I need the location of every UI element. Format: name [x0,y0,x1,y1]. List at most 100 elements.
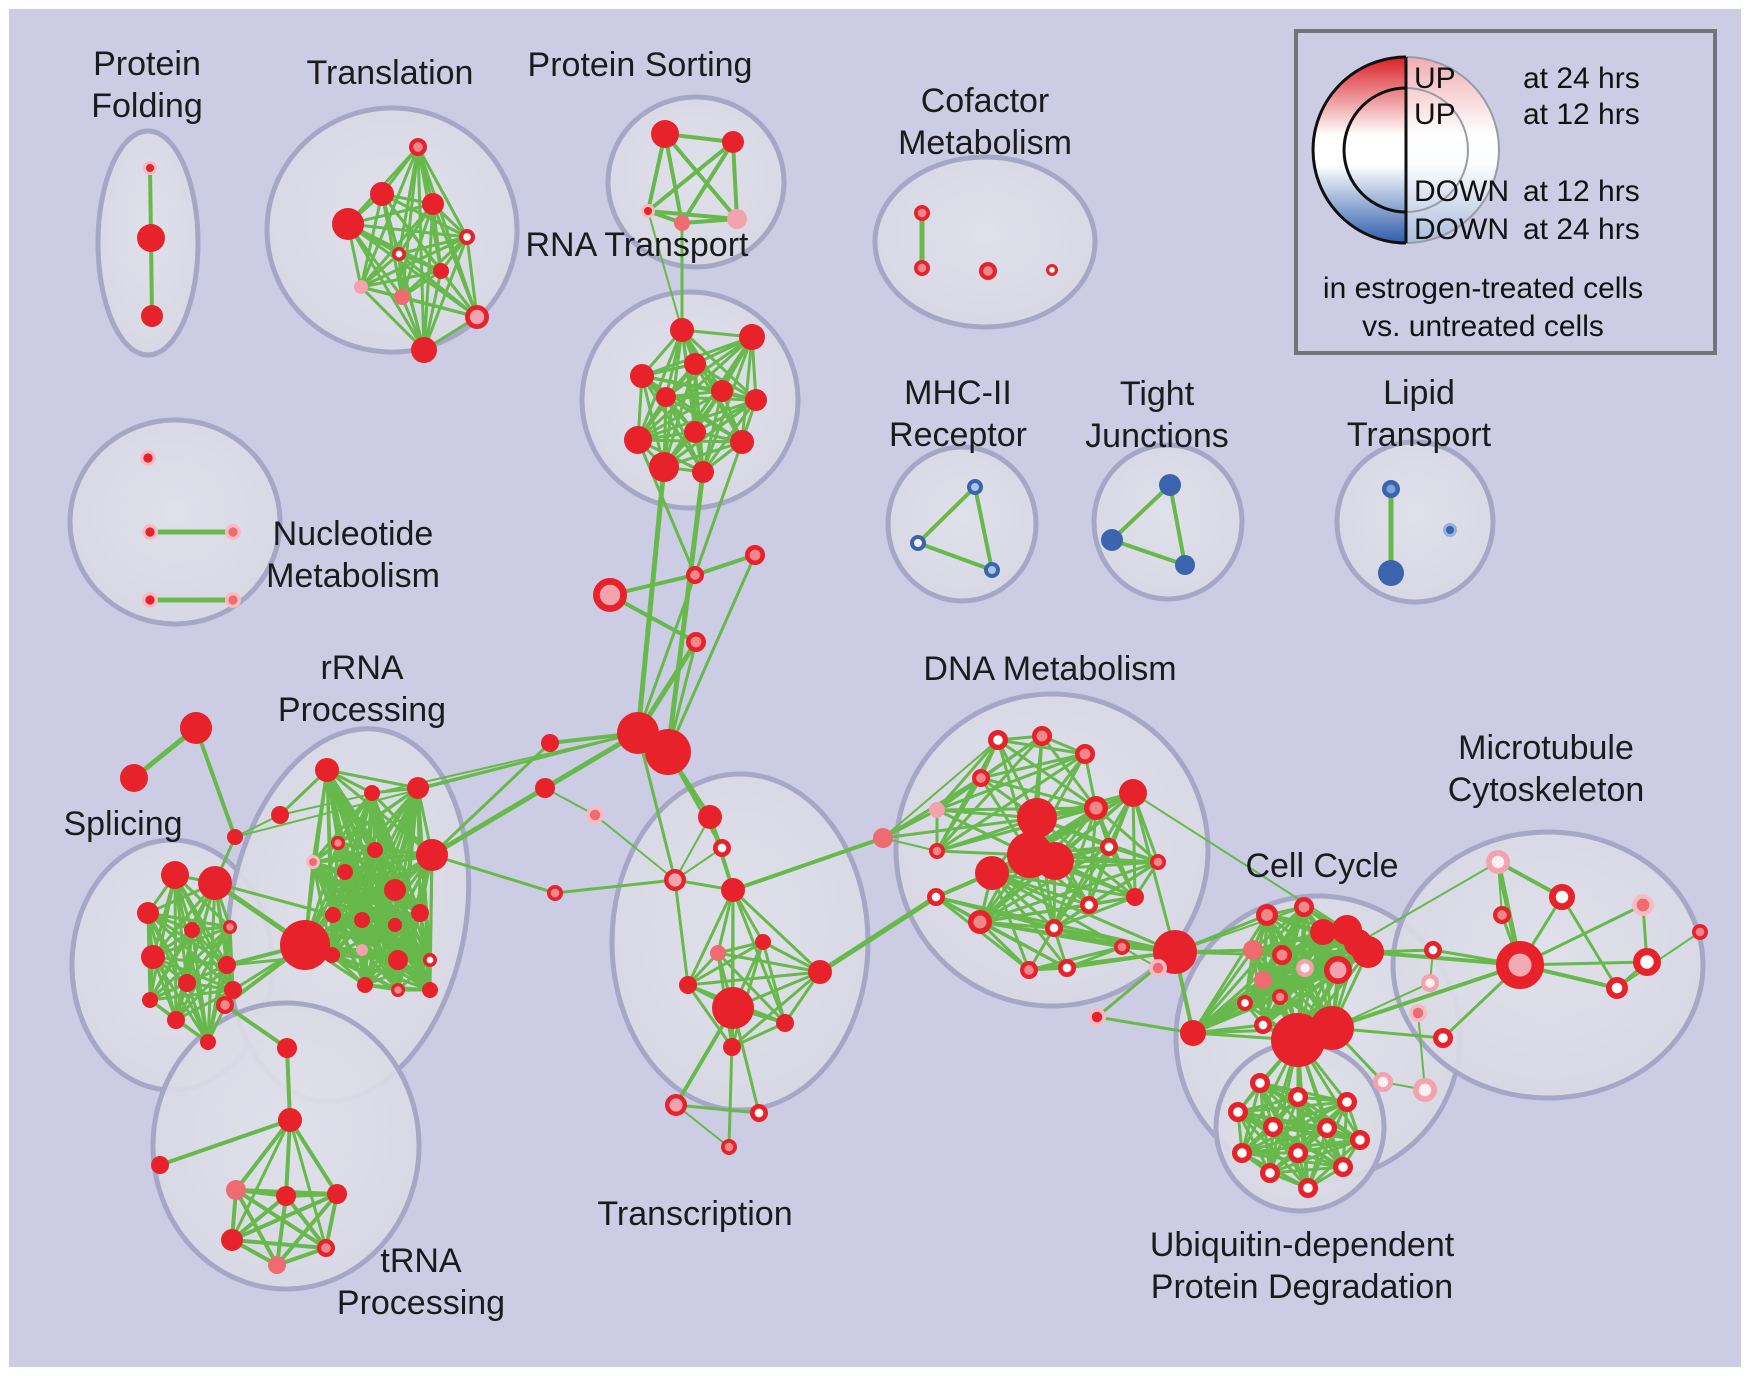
node-tn3 [151,1156,169,1174]
node-ub7 [1349,1129,1370,1150]
edge [158,1118,292,1167]
edge [422,269,443,352]
edge [430,786,547,857]
edge [151,955,235,992]
node-tr8 [354,280,368,294]
node-tr3 [332,208,364,240]
edge [730,970,822,1049]
node-mc10 [1421,973,1440,992]
node-dn24 [1020,961,1039,980]
edge [359,202,435,289]
cluster-label-mhc-ii-receptor-line0: MHC-II [904,374,1012,412]
legend-row-direction-1: UP [1414,98,1456,131]
edge [223,1003,289,1050]
node-nm1 [139,449,156,466]
node-cc10 [1296,958,1315,977]
node-lp3 [1443,523,1457,537]
nodes [120,120,1708,1274]
cluster-label-lipid-transport-line0: Lipid [1383,374,1455,412]
edge [331,913,367,987]
edge [674,816,711,881]
edge [1236,1100,1349,1114]
node-cc14 [1236,995,1253,1012]
edge [664,335,754,399]
edge [817,894,939,975]
node-cf1 [914,204,931,221]
edge [1268,1138,1362,1175]
cluster-label-trna-processing-line0: tRNA [380,1242,462,1280]
cluster-label-lipid-transport-line1: Transport [1347,416,1492,454]
edge [646,140,735,213]
edge [1243,966,1307,1005]
node-tr11 [411,337,437,363]
edge [916,541,994,572]
edge [1560,895,1619,990]
legend-arc-left-inner [1342,86,1407,214]
edge [978,920,1069,970]
edge [1052,895,1137,930]
node-st2 [120,764,148,792]
node-tn1 [216,996,235,1015]
cluster-label-ubiquitin-degradation-line0: Ubiquitin-dependent [1150,1226,1455,1264]
node-ps3 [641,204,655,218]
cluster-bubble-nucleotide-metabolism [67,417,283,627]
edge [148,988,235,1002]
edge [430,741,552,857]
node-ub11 [1259,1162,1280,1183]
node-lp1 [1382,480,1400,498]
edge [230,1192,339,1242]
node-rr14 [356,944,368,956]
legend-wheel-right-inner [1406,88,1468,212]
edge [935,806,1098,853]
legend-arc-right-outer [1405,56,1500,244]
node-pf1 [143,161,157,175]
cluster-label-rna-transport-line0: RNA Transport [526,226,750,264]
node-mc3 [1492,906,1511,925]
edge [675,1104,730,1148]
node-dn25 [1149,959,1168,978]
cluster-bubble-lipid-transport [1334,439,1496,605]
edge [693,398,758,434]
edge [230,1194,288,1242]
cluster-label-nucleotide-metabolism-line1: Metabolism [266,557,440,595]
edge [740,335,754,444]
node-ub4 [1227,1101,1248,1122]
node-dn20 [1126,888,1144,906]
node-rt8 [624,426,652,454]
node-ub10 [1332,1156,1353,1177]
cluster-label-transcription-line0: Transcription [597,1195,792,1233]
node-cc19 [1373,1072,1394,1093]
node-tr9 [394,289,410,305]
legend-arc-left-outer [1311,55,1407,245]
edge [400,295,479,319]
node-ub8 [1231,1142,1252,1163]
edge [1027,950,1177,972]
edge [363,911,422,987]
node-tx9 [808,960,832,984]
node-sp4 [184,922,200,938]
node-dn1 [987,729,1008,750]
node-tx7 [710,945,726,961]
cluster-label-protein-sorting-line0: Protein Sorting [528,46,753,84]
edge [673,878,690,987]
edge [418,911,432,992]
node-rt10 [730,430,754,454]
node-sp9 [224,981,242,999]
cluster-label-splicing-line0: Splicing [63,805,182,843]
node-sp11 [167,1011,185,1029]
edge [990,871,1031,972]
legend-row-direction-2: DOWN [1414,175,1509,208]
node-mc4 [1495,940,1544,989]
node-tj3 [1175,555,1195,575]
edge [1243,968,1340,1005]
node-cf3 [979,262,998,281]
edge [665,469,706,755]
edge [359,285,426,352]
edge [693,440,744,577]
edge [422,235,469,352]
cluster-label-tight-junctions-line1: Junctions [1085,417,1229,455]
node-rt4 [630,364,654,388]
cluster-label-protein-folding-line1: Folding [91,87,203,125]
cluster-label-nucleotide-metabolism-line0: Nucleotide [273,515,434,553]
node-sp2 [198,866,232,900]
